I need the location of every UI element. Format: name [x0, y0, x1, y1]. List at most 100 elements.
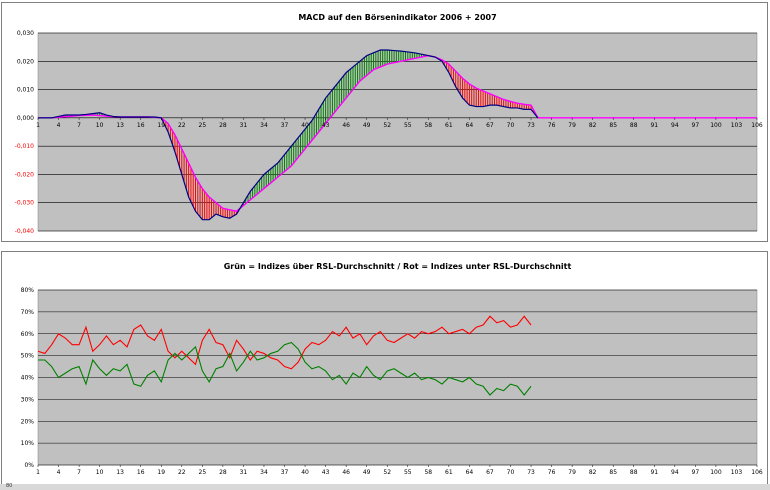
macd-x-tick-label: 10: [96, 122, 104, 129]
rsl-x-tick-label: 28: [219, 469, 227, 476]
rsl-y-tick-label: 50%: [21, 353, 35, 360]
rsl-y-tick-label: 10%: [21, 440, 35, 447]
rsl-x-tick-label: 16: [137, 469, 145, 476]
macd-y-tick-label: 0,010: [17, 87, 34, 94]
rsl-x-tick-label: 58: [424, 469, 432, 476]
rsl-chart-title: Grün = Indizes über RSL-Durchschnitt / R…: [224, 262, 572, 271]
macd-x-tick-label: 91: [650, 122, 658, 129]
rsl-x-tick-label: 10: [96, 469, 104, 476]
rsl-chart-svg: 80% 70% 60% 50% 40% 30% 20% 10% 0% 1 4 7 10 13 16 19 22…: [21, 262, 763, 476]
macd-x-tick-label: 79: [568, 122, 576, 129]
macd-x-tick-label: 73: [527, 122, 535, 129]
rsl-y-tick-label: 60%: [21, 331, 35, 338]
macd-x-tick-label: 40: [301, 122, 309, 129]
macd-x-tick-label: 76: [548, 122, 556, 129]
rsl-y-tick-label: 20%: [21, 418, 35, 425]
rsl-x-tick-label: 76: [548, 469, 556, 476]
macd-y-tick-label: -0,020: [15, 171, 35, 178]
macd-y-tick-label: -0,040: [15, 228, 35, 235]
rsl-y-tick-label: 80%: [21, 287, 35, 294]
rsl-x-tick-label: 100: [710, 469, 722, 476]
rsl-x-tick-label: 7: [77, 469, 81, 476]
macd-x-tick-label: 25: [199, 122, 207, 129]
rsl-x-tick-label: 94: [671, 469, 679, 476]
rsl-x-tick-label: 64: [466, 469, 474, 476]
rsl-x-tick-label: 85: [609, 469, 617, 476]
rsl-x-tick-label: 31: [240, 469, 248, 476]
rsl-y-tick-label: 40%: [21, 375, 35, 382]
macd-x-tick-label: 28: [219, 122, 227, 129]
macd-x-tick-label: 85: [609, 122, 617, 129]
rsl-chart[interactable]: 80% 70% 60% 50% 40% 30% 20% 10% 0% 1 4 7 10 13 16 19 22…: [1, 251, 768, 485]
rsl-x-tick-label: 61: [445, 469, 453, 476]
macd-x-tick-label: 70: [507, 122, 515, 129]
macd-x-tick-label: 4: [57, 122, 61, 129]
macd-x-tick-label: 49: [363, 122, 371, 129]
macd-hatch-fill: [62, 49, 537, 220]
green-series-line: [38, 341, 532, 396]
macd-x-tick-label: 55: [404, 122, 412, 129]
rsl-x-tick-label: 25: [199, 469, 207, 476]
rsl-y-tick-label: 30%: [21, 396, 35, 403]
rsl-x-tick-label: 13: [116, 469, 124, 476]
macd-x-tick-label: 46: [342, 122, 350, 129]
rsl-x-tick-label: 67: [486, 469, 494, 476]
macd-x-tick-label: 67: [486, 122, 494, 129]
rsl-x-tick-label: 37: [281, 469, 289, 476]
macd-x-tick-label: 7: [77, 122, 81, 129]
rsl-x-tick-label: 34: [260, 469, 268, 476]
rsl-x-tick-label: 97: [692, 469, 700, 476]
rsl-x-tick-label: 4: [57, 469, 61, 476]
rsl-x-tick-label: 55: [404, 469, 412, 476]
rsl-x-tick-label: 88: [630, 469, 638, 476]
macd-chart-svg: 0,030 0,020 0,010 0,000 -0,010 -0,020 -0,030 -0…: [15, 13, 763, 235]
rsl-x-tick-label: 106: [751, 469, 763, 476]
macd-line: [38, 49, 539, 221]
macd-y-tick-label: 0,000: [17, 115, 34, 122]
rsl-gridlines: [38, 289, 757, 466]
macd-x-tick-label: 100: [710, 122, 722, 129]
macd-x-tick-label: 19: [157, 122, 165, 129]
macd-y-tick-label: -0,030: [15, 200, 35, 207]
macd-lines: [38, 49, 757, 221]
rsl-x-tick-label: 43: [322, 469, 330, 476]
macd-x-tick-label: 88: [630, 122, 638, 129]
macd-x-tick-label: 34: [260, 122, 268, 129]
rsl-x-tick-label: 79: [568, 469, 576, 476]
macd-x-tick-label: 106: [751, 122, 763, 129]
macd-x-tick-label: 61: [445, 122, 453, 129]
red-series-line: [37, 315, 532, 370]
macd-plot-area: [37, 32, 758, 232]
rsl-y-axis: 80% 70% 60% 50% 40% 30% 20% 10% 0%: [21, 287, 35, 469]
macd-x-tick-label: 13: [116, 122, 124, 129]
macd-gridlines: [38, 32, 757, 232]
macd-x-tick-label: 58: [424, 122, 432, 129]
macd-x-tick-label: 43: [322, 122, 330, 129]
status-bar: 80: [0, 483, 770, 490]
rsl-x-tick-label: 82: [589, 469, 597, 476]
rsl-x-axis: 1 4 7 10 13 16 19 22 25 28 31 34 37 40 43 46 49 52 55 58 61 6…: [36, 465, 763, 476]
macd-y-tick-label: 0,020: [17, 58, 34, 65]
rsl-x-tick-label: 103: [731, 469, 743, 476]
macd-x-tick-label: 94: [671, 122, 679, 129]
rsl-x-tick-label: 91: [650, 469, 658, 476]
rsl-x-tick-label: 1: [36, 469, 40, 476]
rsl-x-tick-label: 49: [363, 469, 371, 476]
macd-x-tick-label: 103: [731, 122, 743, 129]
macd-chart[interactable]: 0,030 0,020 0,010 0,000 -0,010 -0,020 -0,030 -0…: [1, 2, 768, 242]
zoom-level: 80: [6, 483, 13, 489]
macd-x-tick-label: 31: [240, 122, 248, 129]
macd-x-tick-label: 22: [178, 122, 186, 129]
rsl-x-tick-label: 70: [507, 469, 515, 476]
macd-x-tick-label: 16: [137, 122, 145, 129]
macd-chart-title: MACD auf den Börsenindikator 2006 + 2007: [298, 13, 496, 22]
macd-x-axis: 1 4 7 10 13 16 19 22 25 28 31 34 37 40 43 46 49 52 55 58 61 6…: [36, 117, 763, 129]
rsl-y-tick-label: 70%: [21, 309, 35, 316]
macd-x-tick-label: 37: [281, 122, 289, 129]
macd-x-tick-label: 1: [36, 122, 40, 129]
rsl-x-tick-label: 22: [178, 469, 186, 476]
rsl-x-tick-label: 40: [301, 469, 309, 476]
rsl-x-tick-label: 73: [527, 469, 535, 476]
macd-x-tick-label: 52: [383, 122, 391, 129]
